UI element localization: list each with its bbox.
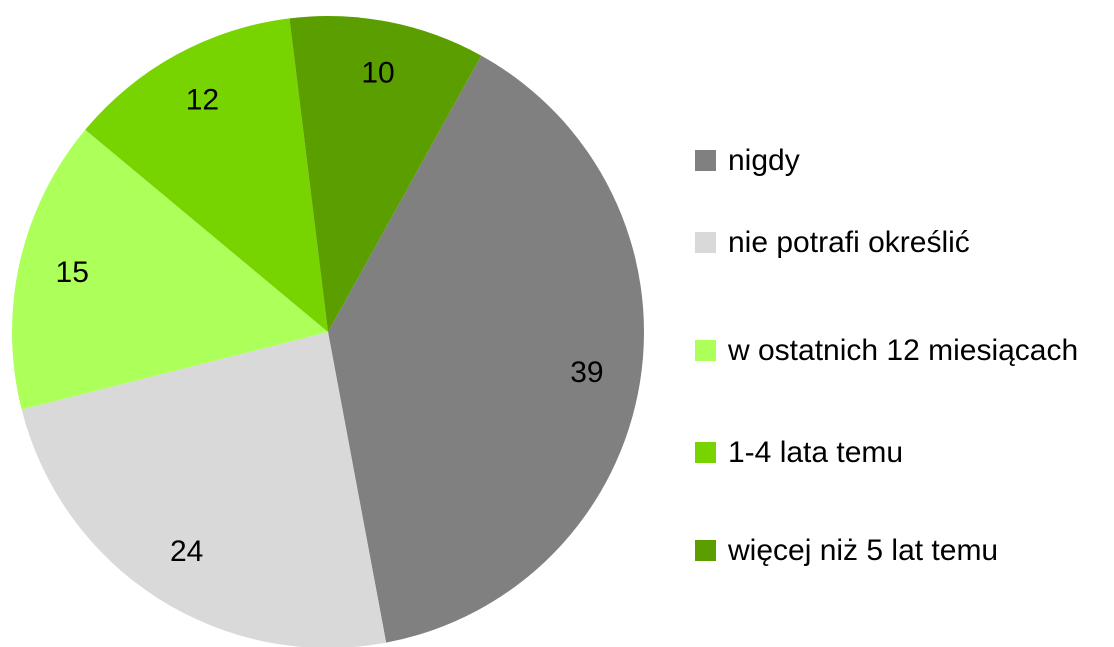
pie-slice xyxy=(12,129,329,410)
legend-item: nie potrafi określić xyxy=(695,221,1103,264)
data-label: 39 xyxy=(570,356,603,389)
pie-slice xyxy=(85,18,328,333)
legend-label: nie potrafi określić xyxy=(728,226,970,259)
legend-item: nigdy xyxy=(695,139,1103,182)
data-label: 24 xyxy=(170,535,203,568)
pie-slice xyxy=(21,332,387,647)
legend-swatch xyxy=(695,540,716,561)
data-label: 15 xyxy=(56,256,89,289)
legend-label: w ostatnich 12 miesiącach xyxy=(728,334,1079,367)
data-label: 10 xyxy=(361,56,394,89)
legend-label: więcej niż 5 lat temu xyxy=(728,534,999,567)
pie-slice xyxy=(289,16,482,333)
legend-label: nigdy xyxy=(728,144,800,177)
pie-slice xyxy=(328,55,644,643)
chart: 39 24 15 12 10 xyxy=(12,16,644,647)
legend-item: 1-4 lata temu xyxy=(695,431,1103,474)
legend-swatch xyxy=(695,442,716,463)
legend-swatch xyxy=(695,232,716,253)
legend-label: 1-4 lata temu xyxy=(728,436,904,469)
legend-swatch xyxy=(695,150,716,171)
data-label: 12 xyxy=(186,84,219,117)
legend-swatch xyxy=(695,340,716,361)
legend-item: więcej niż 5 lat temu xyxy=(695,529,1103,572)
legend-item: w ostatnich 12 miesiącach xyxy=(695,329,1103,372)
